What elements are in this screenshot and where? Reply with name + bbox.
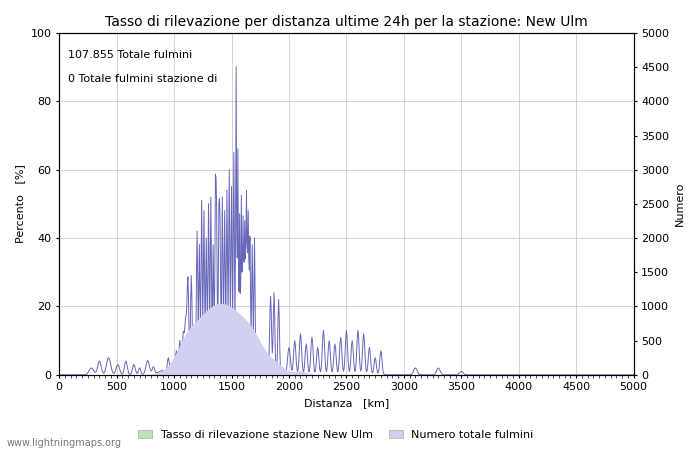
Y-axis label: Percento   [%]: Percento [%]	[15, 164, 25, 243]
Y-axis label: Numero: Numero	[675, 182, 685, 226]
Title: Tasso di rilevazione per distanza ultime 24h per la stazione: New Ulm: Tasso di rilevazione per distanza ultime…	[105, 15, 588, 29]
X-axis label: Distanza   [km]: Distanza [km]	[304, 398, 389, 408]
Text: www.lightningmaps.org: www.lightningmaps.org	[7, 438, 122, 448]
Text: 0 Totale fulmini stazione di: 0 Totale fulmini stazione di	[68, 74, 217, 84]
Text: 107.855 Totale fulmini: 107.855 Totale fulmini	[68, 50, 192, 60]
Legend: Tasso di rilevazione stazione New Ulm, Numero totale fulmini: Tasso di rilevazione stazione New Ulm, N…	[134, 425, 538, 445]
